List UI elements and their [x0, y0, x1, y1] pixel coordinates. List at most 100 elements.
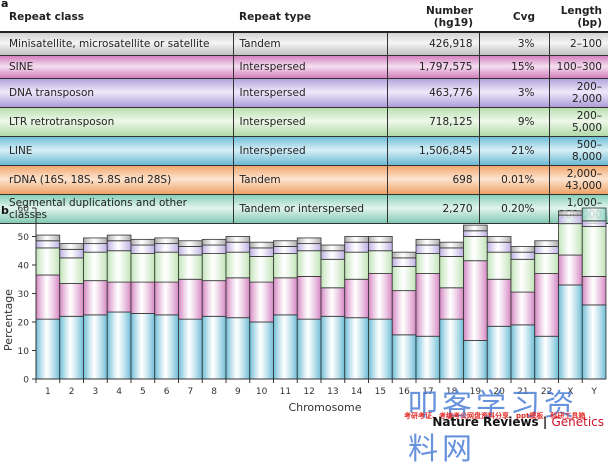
cell-repeat-class: DNA transposon: [0, 78, 234, 108]
x-tick-label: 3: [93, 387, 99, 397]
y-axis-label: Percentage: [2, 289, 15, 351]
bar-segment-ltr-retrotransposon-chr-22: [534, 253, 559, 274]
cell-coverage: 3%: [479, 31, 550, 56]
x-tick-label: 8: [211, 387, 217, 397]
bar-segment-sine-chr-14: [344, 278, 369, 319]
bar-segment-dna-transposon-chr-12: [296, 243, 322, 252]
x-tick-label: 7: [188, 387, 194, 397]
x-tick-label: 10: [256, 387, 268, 397]
bar-segment-ltr-retrotransposon-chr-4: [106, 250, 132, 283]
bar-segment-sine-chr-13: [320, 287, 346, 317]
bar-segment-line-chr-18: [439, 318, 464, 380]
y-tick-label: 60: [18, 205, 30, 215]
bar-segment-line-chr-10: [249, 321, 274, 380]
cell-number: 2,270: [387, 194, 480, 224]
x-tick-label: 1: [45, 387, 51, 397]
bar-segment-sine-chr-17: [415, 273, 441, 337]
cell-repeat-type: Interspersed: [233, 78, 388, 108]
bar-segment-minisatellite-microsatellite-or-satellite-chr-4: [106, 234, 132, 242]
bar-segment-minisatellite-microsatellite-or-satellite-chr-2: [59, 243, 84, 250]
cell-number: 698: [387, 165, 480, 195]
bar-segment-dna-transposon-chr-21: [510, 251, 536, 260]
bar-segment-dna-transposon-chr-6: [154, 243, 179, 253]
bar-segment-segmental-duplications-and-other-classes-chr-Y: [581, 207, 607, 222]
bar-segment-sine-chr-12: [296, 276, 322, 320]
bar-segment-minisatellite-microsatellite-or-satellite-chr-15: [368, 236, 393, 243]
bar-segment-minisatellite-microsatellite-or-satellite-chr-7: [178, 240, 203, 247]
x-axis-label: Chromosome: [288, 401, 361, 414]
bar-segment-minisatellite-microsatellite-or-satellite-chr-1: [35, 234, 61, 242]
x-tick-label: 17: [422, 387, 433, 397]
bar-segment-sine-chr-19: [463, 260, 488, 341]
bar-segment-sine-chr-1: [35, 274, 61, 320]
bar-segment-sine-chr-X: [558, 254, 583, 286]
bar-segment-minisatellite-microsatellite-or-satellite-chr-5: [130, 238, 156, 246]
x-tick-label: 19: [470, 387, 482, 397]
cell-coverage: 3%: [479, 78, 550, 108]
bar-segment-ltr-retrotransposon-chr-21: [510, 258, 536, 293]
x-tick-label: 2: [69, 387, 75, 397]
table-row: LTR retrotransposon Interspersed 718,125 9%…: [0, 107, 608, 137]
cell-coverage: 0.20%: [479, 194, 550, 224]
bar-segment-line-chr-6: [154, 314, 179, 380]
cell-number: 718,125: [387, 107, 480, 137]
cell-repeat-class: rDNA (16S, 18S, 5.8S and 28S): [0, 165, 234, 195]
cell-length: 500–8,000: [549, 136, 608, 166]
bar-segment-dna-transposon-chr-22: [534, 246, 559, 254]
x-tick-label: 20: [493, 387, 505, 397]
bar-segment-line-chr-9: [225, 317, 251, 380]
bar-segment-minisatellite-microsatellite-or-satellite-chr-16: [391, 251, 417, 259]
bar-segment-sine-chr-22: [534, 273, 559, 337]
bars-group: [35, 207, 607, 380]
header-coverage: Cvg: [479, 3, 549, 33]
bar-segment-sine-chr-16: [391, 290, 417, 336]
bar-segment-line-chr-Y: [581, 304, 607, 380]
bar-segment-line-chr-13: [320, 315, 346, 380]
bar-segment-minisatellite-microsatellite-or-satellite-chr-6: [154, 237, 179, 245]
bar-segment-line-chr-1: [35, 318, 61, 380]
x-tick-label: 14: [351, 387, 363, 397]
x-tick-label: 11: [280, 387, 291, 397]
x-tick-label: 4: [116, 387, 122, 397]
bar-segment-dna-transposon-chr-10: [249, 247, 274, 257]
bar-segment-line-chr-21: [510, 324, 536, 380]
bar-segment-ltr-retrotransposon-chr-10: [249, 256, 274, 283]
bar-segment-ltr-retrotransposon-chr-13: [320, 258, 346, 289]
x-tick-label: 5: [140, 387, 146, 397]
footer-journal: Genetics: [551, 415, 604, 429]
x-tick-label: 15: [375, 387, 386, 397]
bar-segment-sine-chr-21: [510, 291, 536, 326]
x-tick-label: Y: [590, 387, 597, 397]
bar-segment-ltr-retrotransposon-chr-15: [368, 250, 393, 274]
y-tick-label: 30: [18, 290, 30, 300]
y-tick-label: 50: [18, 233, 30, 243]
cell-number: 426,918: [387, 31, 480, 56]
cell-number: 1,797,575: [387, 55, 480, 79]
bar-segment-ltr-retrotransposon-chr-6: [154, 251, 179, 283]
bar-segment-sine-chr-3: [83, 280, 108, 316]
table-header-row: Repeat class Repeat type Number (hg19) C…: [0, 3, 608, 33]
y-tick-label: 0: [23, 376, 29, 386]
bar-segment-ltr-retrotransposon-chr-5: [130, 253, 156, 283]
table-row: Minisatellite, microsatellite or satelli…: [0, 31, 608, 56]
bar-segment-line-chr-14: [344, 317, 369, 380]
cell-repeat-type: Interspersed: [233, 136, 388, 166]
cell-repeat-type: Tandem: [233, 31, 388, 56]
cell-repeat-type: Interspersed: [233, 107, 388, 137]
bar-segment-sine-chr-9: [225, 277, 251, 319]
bar-segment-sine-chr-6: [154, 281, 179, 316]
bar-segment-minisatellite-microsatellite-or-satellite-chr-18: [439, 241, 464, 249]
cell-repeat-class: LTR retrotransposon: [0, 107, 234, 137]
bar-segment-dna-transposon-chr-9: [225, 241, 251, 253]
cell-coverage: 0.01%: [479, 165, 550, 195]
x-tick-label: 6: [164, 387, 170, 397]
y-tick-label: 10: [18, 347, 30, 357]
bar-segment-sine-chr-7: [178, 278, 203, 320]
bar-segment-ltr-retrotransposon-chr-19: [463, 236, 488, 262]
x-tick-label: 22: [541, 387, 552, 397]
bar-segment-ltr-retrotransposon-chr-Y: [581, 226, 607, 277]
bar-segment-line-chr-11: [273, 314, 298, 380]
cell-repeat-class: SINE: [0, 55, 234, 79]
cell-length: 2–100: [549, 31, 608, 56]
